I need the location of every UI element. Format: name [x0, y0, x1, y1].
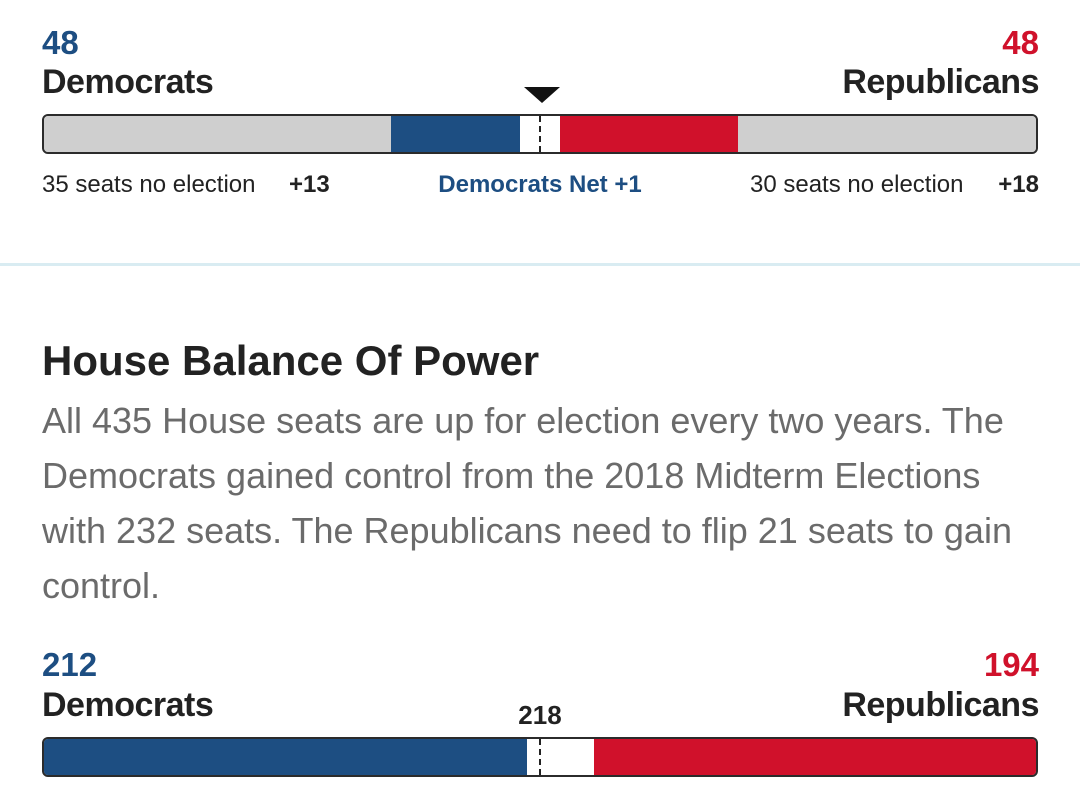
house-dem-label: Democrats — [42, 686, 214, 724]
house-balance-bar — [42, 737, 1038, 777]
house-rep-label: Republicans — [842, 686, 1039, 724]
senate-rep-segment — [559, 116, 739, 152]
house-dem-segment — [44, 739, 528, 775]
senate-rep-count: 48 — [1002, 24, 1039, 61]
senate-dem-no-election-segment — [44, 116, 392, 152]
senate-rep-no-election: 30 seats no election — [750, 171, 964, 198]
senate-dem-gain: +13 — [289, 171, 330, 198]
senate-rep-no-election-segment — [738, 116, 1036, 152]
senate-net-label: Democrats Net +1 — [438, 171, 642, 198]
senate-dem-no-election: 35 seats no election — [42, 171, 256, 198]
senate-dem-segment — [391, 116, 521, 152]
senate-balance-section: 48 Democrats 48 Republicans 35 seats no … — [0, 0, 1080, 260]
section-divider — [0, 263, 1080, 266]
house-dem-count: 212 — [42, 646, 98, 683]
house-title: House Balance Of Power — [42, 337, 540, 384]
house-rep-segment — [593, 739, 1036, 775]
house-majority-threshold: 218 — [518, 700, 562, 730]
house-undecided-segment — [527, 739, 594, 775]
senate-dem-count: 48 — [42, 24, 79, 61]
senate-balance-bar — [42, 114, 1038, 154]
senate-dem-label: Democrats — [42, 63, 214, 101]
senate-rep-label: Republicans — [842, 63, 1039, 101]
house-majority-line — [539, 739, 541, 775]
majority-marker-icon — [524, 87, 560, 103]
house-description: All 435 House seats are up for election … — [42, 400, 1012, 606]
senate-majority-line — [539, 116, 541, 152]
house-rep-count: 194 — [983, 646, 1039, 683]
senate-rep-gain: +18 — [998, 171, 1039, 198]
